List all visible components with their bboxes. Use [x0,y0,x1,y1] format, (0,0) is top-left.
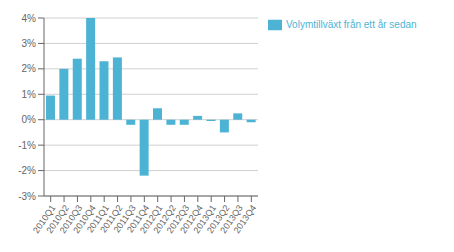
svg-text:2010Q3: 2010Q3 [57,203,85,236]
svg-text:2010Q4: 2010Q4 [71,203,98,236]
svg-text:2012Q1: 2012Q1 [138,203,165,236]
svg-text:2013Q3: 2013Q3 [218,203,245,236]
svg-text:4%: 4% [22,13,37,24]
svg-text:2011Q1: 2011Q1 [84,203,112,235]
svg-text:2013Q2: 2013Q2 [204,203,232,236]
svg-text:2011Q3: 2011Q3 [111,203,138,235]
svg-text:2011Q2: 2011Q2 [98,203,125,235]
svg-text:2010Q2: 2010Q2 [44,203,71,236]
svg-text:0%: 0% [22,114,37,125]
svg-text:-2%: -2% [18,165,36,176]
svg-text:2010Q1: 2010Q1 [31,203,58,236]
svg-text:2011Q4: 2011Q4 [125,203,152,235]
svg-text:-3%: -3% [18,191,36,202]
svg-text:2012Q2: 2012Q2 [151,203,178,236]
svg-text:2013Q1: 2013Q1 [191,203,219,236]
svg-text:-1%: -1% [18,140,36,151]
svg-text:2%: 2% [22,63,37,74]
svg-text:2012Q4: 2012Q4 [178,203,205,236]
html-text:Volymtillväxt från ett år seda: Volymtillväxt från ett år sedan [286,18,417,30]
svg-text:3%: 3% [22,38,37,49]
svg-text:1%: 1% [22,89,37,100]
svg-text:2013Q4: 2013Q4 [232,203,259,235]
svg-text:2012Q3: 2012Q3 [164,203,192,236]
